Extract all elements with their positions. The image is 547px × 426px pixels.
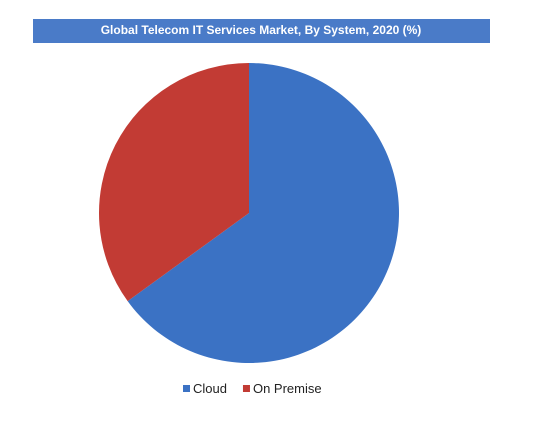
legend-swatch	[183, 385, 190, 392]
pie-slice	[99, 63, 250, 302]
legend-swatch	[242, 385, 250, 392]
legend-label: Cloud	[193, 381, 227, 396]
legend-label: On Premise	[253, 381, 322, 396]
chart-title: Global Telecom IT Services Market, By Sy…	[101, 23, 422, 37]
title-bar	[33, 19, 490, 43]
pie-slice	[127, 63, 399, 363]
